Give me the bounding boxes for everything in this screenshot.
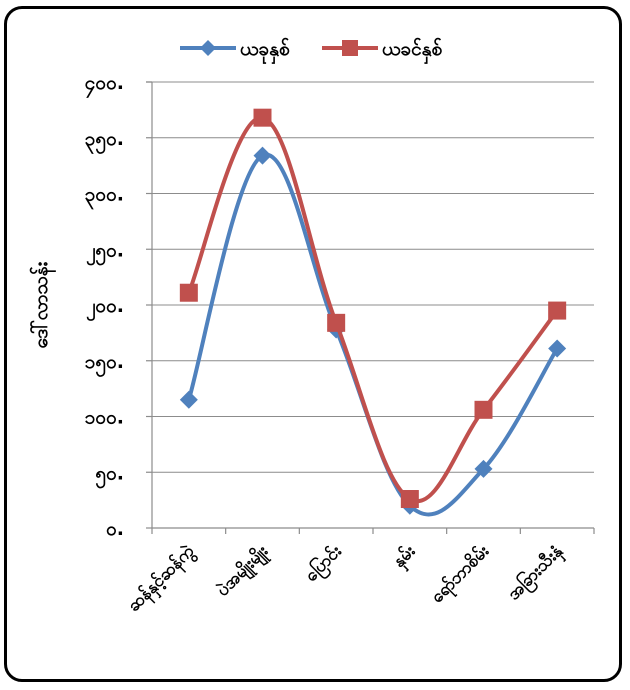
y-tick-label: ၂၅၀. — [86, 239, 124, 266]
x-tick-label: ပဲအမျိုးမျိုး — [212, 540, 275, 603]
legend-item-1: ယခုနှစ် — [180, 36, 290, 65]
y-tick-label: ၁၅၀. — [85, 351, 124, 378]
y-tick-label: ၃၅၀. — [85, 128, 124, 155]
legend-label: ယခင်နှစ် — [382, 36, 442, 65]
data-point — [474, 400, 493, 419]
data-point — [253, 108, 272, 127]
x-tick-label: ရော်ဘာစိမ်း — [427, 540, 497, 610]
data-point — [548, 301, 567, 320]
legend-item-2: ယခင်နှစ် — [322, 36, 442, 65]
x-tick-label: နှမ်း — [388, 540, 422, 574]
chart-frame — [4, 6, 622, 682]
data-point — [179, 283, 198, 302]
x-tick-label: ပြောင်း — [299, 539, 349, 589]
series-1 — [179, 146, 567, 517]
data-point — [474, 459, 493, 478]
legend-marker — [200, 40, 216, 56]
axes — [146, 81, 595, 534]
y-tick-label: ၂၀၀. — [86, 295, 124, 322]
x-tick-label: ဆန်နှင့်ဆန်ကွဲ — [123, 540, 201, 618]
legend-marker — [342, 40, 358, 56]
y-axis-title: ဒေါ်လာသန်း — [28, 261, 57, 348]
y-tick-label: ၀. — [106, 518, 124, 540]
y-tick-labels: ၀. ၅၀. ၁၀၀. ၁၅၀. ၂၀၀. ၂၅၀. ၃၀၀. ၃၅၀. ၄၀၀. — [85, 72, 124, 540]
data-point — [179, 390, 198, 409]
y-tick-label: ၁၀၀. — [85, 407, 124, 429]
x-tick-labels: ဆန်နှင့်ဆန်ကွဲ ပဲအမျိုးမျိုး ပြောင်း နှမ်းရ… — [123, 539, 569, 619]
data-point — [400, 490, 419, 509]
y-tick-label: ၃၀၀. — [85, 184, 124, 211]
y-tick-label: ၄၀၀. — [85, 72, 124, 99]
series-2 — [179, 108, 567, 509]
series-group — [179, 108, 567, 517]
data-point — [548, 339, 567, 358]
data-point — [327, 313, 346, 332]
y-tick-label: ၅၀. — [95, 462, 124, 489]
data-point — [253, 146, 272, 165]
x-tick-label: အခြားသီးနှံ — [502, 539, 570, 607]
legend-label: ယခုနှစ် — [240, 36, 290, 65]
legend: ယခုနှစ် ယခင်နှစ် — [180, 36, 442, 65]
series-line — [186, 152, 559, 517]
